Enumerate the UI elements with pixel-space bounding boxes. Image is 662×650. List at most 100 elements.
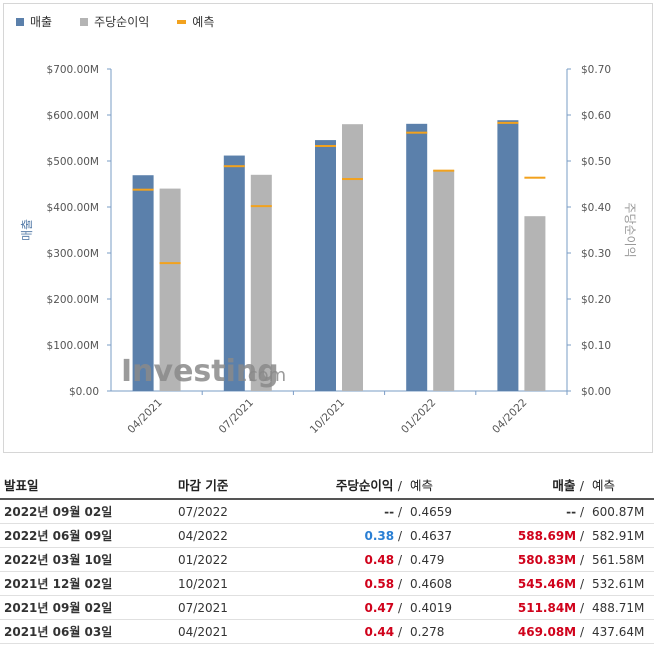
row-eps-separator: / bbox=[397, 504, 402, 519]
x-tick-label: 01/2022 bbox=[399, 397, 438, 436]
table-row[interactable]: 2021년 12월 02일 10/2021 0.58 /0.4608 545.46M … bbox=[0, 571, 654, 596]
left-tick-label: $500.00M bbox=[47, 156, 99, 168]
row-period: 10/2021 bbox=[174, 571, 288, 596]
eps-bar bbox=[433, 170, 455, 391]
row-eps: 0.48 bbox=[364, 552, 395, 567]
header-revenue-forecast[interactable]: 예측 bbox=[588, 470, 654, 500]
row-date: 2021년 12월 02일 bbox=[0, 571, 174, 596]
row-eps: -- bbox=[384, 504, 395, 519]
right-tick-label: $0.40 bbox=[581, 202, 611, 214]
row-eps-cell: 0.47 / bbox=[288, 595, 406, 620]
row-eps-cell: -- / bbox=[288, 499, 406, 524]
row-period: 01/2022 bbox=[174, 547, 288, 572]
right-tick-label: $0.30 bbox=[581, 248, 611, 260]
row-revenue: -- bbox=[566, 504, 577, 519]
table-row[interactable]: 2022년 09월 02일 07/2022 -- /0.4659 -- /600.87… bbox=[0, 499, 654, 524]
row-eps-separator: / bbox=[397, 624, 402, 639]
legend-item-forecast[interactable]: 예측 bbox=[177, 13, 214, 30]
x-tick-label: 04/2021 bbox=[125, 397, 164, 436]
x-tick-label: 07/2021 bbox=[217, 397, 256, 436]
chart-panel: 매출 주당순이익 예측 $0.00 $100.00M $200.00M $300.00… bbox=[3, 3, 653, 453]
revenue-forecast-mark bbox=[406, 131, 428, 134]
left-tick-label: $700.00M bbox=[47, 64, 99, 76]
left-tick-label: $0.00 bbox=[69, 386, 99, 398]
row-period: 04/2021 bbox=[174, 619, 288, 644]
eps-forecast-mark bbox=[524, 176, 546, 179]
right-tick-label: $0.00 bbox=[581, 386, 611, 398]
right-tick-label: $0.50 bbox=[581, 156, 611, 168]
row-revenue-separator: / bbox=[579, 576, 584, 591]
right-tick-label: $0.60 bbox=[581, 110, 611, 122]
row-revenue: 580.83M bbox=[517, 552, 577, 567]
eps-swatch-icon bbox=[80, 17, 89, 26]
row-revenue: 588.69M bbox=[517, 528, 577, 543]
revenue-bar bbox=[223, 155, 245, 391]
header-eps[interactable]: 주당순이익 / bbox=[288, 470, 406, 500]
earnings-table: 발표일 마감 기준 주당순이익 / 예측 매출 / 예측 2022년 09월 0… bbox=[0, 470, 654, 644]
row-revenue: 469.08M bbox=[517, 624, 577, 639]
row-revenue-separator: / bbox=[579, 600, 584, 615]
revenue-forecast-mark bbox=[497, 121, 519, 124]
row-eps: 0.38 bbox=[364, 528, 395, 543]
header-eps-label: 주당순이익 bbox=[335, 477, 394, 493]
x-tick-label: 10/2021 bbox=[308, 397, 347, 436]
header-period[interactable]: 마감 기준 bbox=[174, 470, 288, 500]
header-date[interactable]: 발표일 bbox=[0, 470, 174, 500]
legend-label-revenue: 매출 bbox=[30, 15, 53, 29]
earnings-chart: $0.00 $100.00M $200.00M $300.00M $400.00M $50… bbox=[20, 64, 637, 436]
legend-label-forecast: 예측 bbox=[192, 15, 215, 29]
row-date: 2021년 09월 02일 bbox=[0, 595, 174, 620]
row-revenue-cell: 580.83M / bbox=[490, 547, 588, 572]
row-eps-cell: 0.48 / bbox=[288, 547, 406, 572]
row-revenue-forecast: 437.64M bbox=[588, 619, 654, 644]
row-period: 04/2022 bbox=[174, 523, 288, 548]
row-revenue: 545.46M bbox=[517, 576, 577, 591]
left-tick-label: $400.00M bbox=[47, 202, 99, 214]
row-period: 07/2022 bbox=[174, 499, 288, 524]
row-eps-forecast: 0.4608 bbox=[406, 571, 490, 596]
eps-forecast-mark bbox=[433, 169, 455, 172]
row-revenue-forecast: 561.58M bbox=[588, 547, 654, 572]
left-tick-label: $300.00M bbox=[47, 248, 99, 260]
forecast-swatch-icon bbox=[177, 19, 187, 24]
revenue-bar bbox=[132, 175, 154, 391]
table-row[interactable]: 2022년 06월 09일 04/2022 0.38 / 0.4637 588.69M … bbox=[0, 523, 654, 548]
left-tick-label: $200.00M bbox=[47, 294, 99, 306]
row-eps-forecast: 0.4637 bbox=[406, 523, 490, 548]
revenue-forecast-mark bbox=[315, 144, 336, 147]
table-row[interactable]: 2021년 09월 02일 07/2021 0.47 /0.4019 511.84M … bbox=[0, 595, 654, 620]
eps-bar bbox=[250, 174, 272, 391]
revenue-swatch-icon bbox=[16, 17, 24, 26]
right-tick-label: $0.70 bbox=[581, 64, 611, 76]
legend-item-eps[interactable]: 주당순이익 bbox=[80, 13, 149, 30]
row-eps: 0.58 bbox=[364, 576, 395, 591]
row-period: 07/2021 bbox=[174, 595, 288, 620]
row-revenue-separator: / bbox=[579, 528, 584, 543]
row-eps: 0.44 bbox=[364, 624, 395, 639]
left-tick-label: $600.00M bbox=[47, 110, 99, 122]
row-eps-separator: / bbox=[397, 600, 402, 615]
row-revenue-cell: 511.84M / bbox=[490, 595, 588, 620]
eps-bar bbox=[159, 188, 181, 391]
legend-label-eps: 주당순이익 bbox=[94, 15, 150, 29]
table-row[interactable]: 2021년 06월 03일 04/2021 0.44 / 0.278 469.08M /… bbox=[0, 619, 654, 644]
row-eps-forecast: 0.278 bbox=[406, 619, 490, 644]
revenue-forecast-mark bbox=[132, 188, 154, 191]
header-eps-forecast[interactable]: 예측 bbox=[406, 470, 490, 500]
left-axis-label: 매출 bbox=[20, 219, 34, 241]
row-date: 2022년 06월 09일 bbox=[0, 523, 174, 548]
row-revenue-cell: 469.08M / bbox=[490, 619, 588, 644]
x-tick-label: 04/2022 bbox=[490, 397, 529, 436]
header-revenue[interactable]: 매출 / bbox=[490, 470, 588, 500]
row-eps: 0.47 bbox=[364, 600, 395, 615]
row-eps-forecast: 0.479 bbox=[406, 547, 490, 572]
row-eps-forecast: 0.4659 bbox=[406, 499, 490, 524]
eps-bar bbox=[524, 216, 546, 391]
row-revenue-forecast: 600.87M bbox=[588, 499, 654, 524]
row-revenue-forecast: 488.71M bbox=[588, 595, 654, 620]
watermark-suffix: .com bbox=[242, 365, 286, 386]
table-row[interactable]: 2022년 03월 10일 01/2022 0.48 /0.479 580.83M /… bbox=[0, 547, 654, 572]
legend-item-revenue[interactable]: 매출 bbox=[16, 13, 52, 30]
row-date: 2021년 06월 03일 bbox=[0, 619, 174, 644]
row-revenue-cell: 588.69M / bbox=[490, 523, 588, 548]
